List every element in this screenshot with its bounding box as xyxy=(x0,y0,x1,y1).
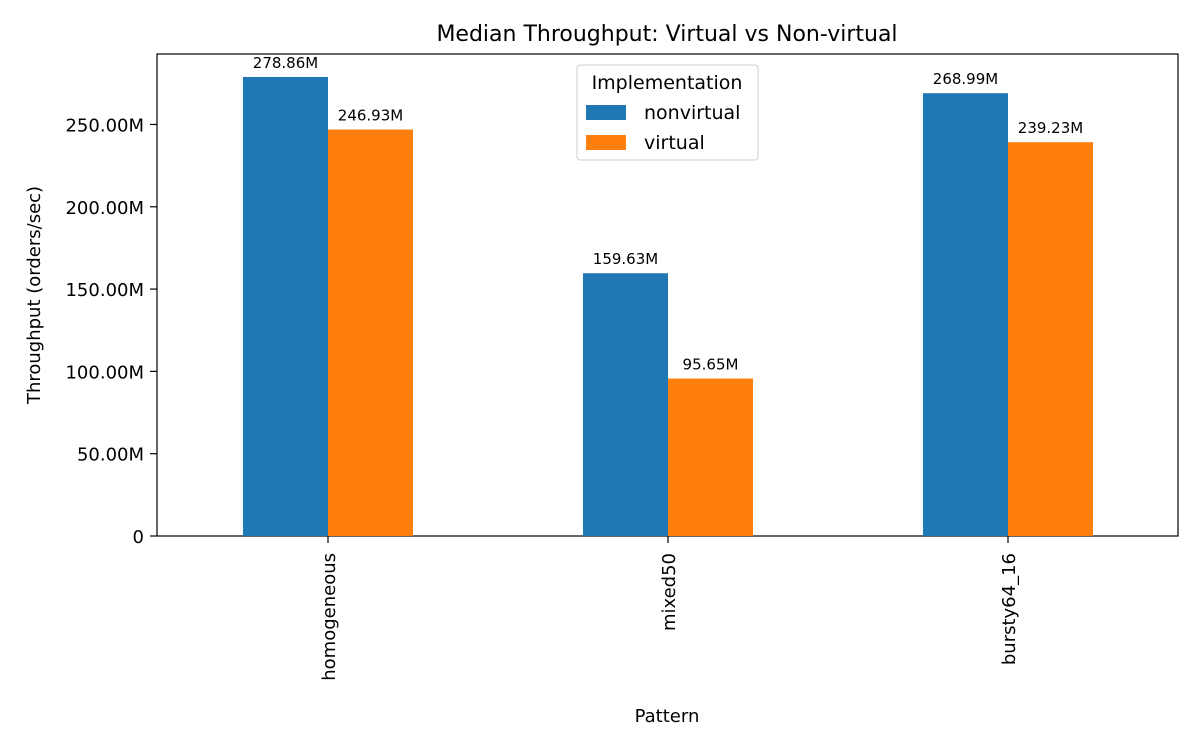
y-axis-ticks: 0 50.00M 100.00M 150.00M 200.00M 250.00M xyxy=(65,115,157,548)
bar-nonvirtual-homogeneous xyxy=(243,76,328,536)
bar-nonvirtual-mixed50 xyxy=(583,273,668,536)
legend-title: Implementation xyxy=(592,72,743,94)
value-label-virtual-homogeneous: 246.93M xyxy=(338,107,403,125)
bar-virtual-mixed50 xyxy=(668,378,753,536)
value-label-virtual-bursty64_16: 239.23M xyxy=(1018,119,1083,137)
y-tick-label: 150.00M xyxy=(65,280,144,301)
x-tick-label: mixed50 xyxy=(659,553,680,631)
x-tick-label: bursty64_16 xyxy=(999,553,1020,665)
y-tick-label: 50.00M xyxy=(77,445,144,466)
bar-virtual-homogeneous xyxy=(328,129,413,536)
legend: Implementation nonvirtual virtual xyxy=(576,64,759,161)
x-axis-label: Pattern xyxy=(635,706,700,727)
value-labels-group: 278.86M 246.93M 159.63M 95.65M 268.99M 239.23… xyxy=(253,54,1083,374)
bar-virtual-bursty64_16 xyxy=(1008,142,1093,536)
y-tick-label: 200.00M xyxy=(65,198,144,219)
value-label-nonvirtual-mixed50: 159.63M xyxy=(593,250,658,268)
bars-group xyxy=(243,76,1093,536)
bar-nonvirtual-bursty64_16 xyxy=(923,93,1008,536)
y-tick-label: 0 xyxy=(133,527,144,548)
x-tick-label: homogeneous xyxy=(319,553,340,681)
chart-title: Median Throughput: Virtual vs Non-virtua… xyxy=(436,22,897,47)
y-axis-label: Throughput (orders/sec) xyxy=(24,186,45,405)
y-tick-label: 100.00M xyxy=(65,362,144,383)
legend-label-virtual: virtual xyxy=(644,132,705,154)
legend-label-nonvirtual: nonvirtual xyxy=(644,102,740,124)
value-label-nonvirtual-bursty64_16: 268.99M xyxy=(933,70,998,88)
y-tick-label: 250.00M xyxy=(65,115,144,136)
legend-swatch-nonvirtual xyxy=(586,105,626,120)
value-label-virtual-mixed50: 95.65M xyxy=(683,356,739,374)
value-label-nonvirtual-homogeneous: 278.86M xyxy=(253,54,318,72)
x-axis-ticks: homogeneous mixed50 bursty64_16 xyxy=(319,536,1020,681)
legend-swatch-virtual xyxy=(586,135,626,150)
